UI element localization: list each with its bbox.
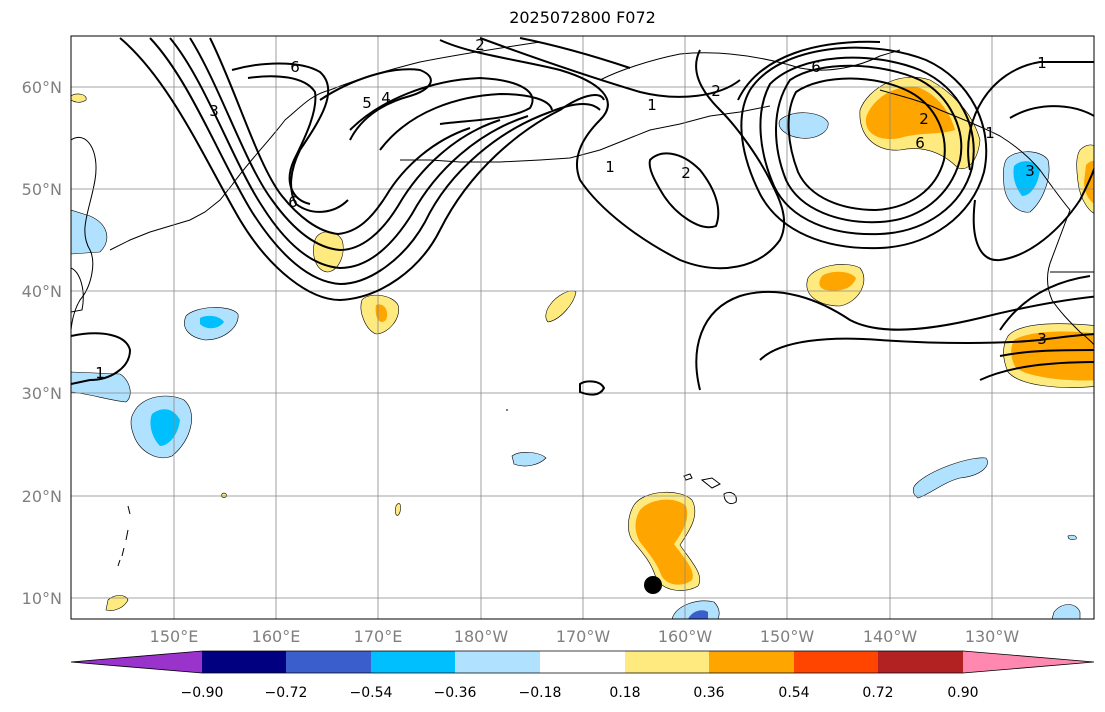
plot-border: [70, 35, 1095, 620]
lon-label: 130°W: [965, 627, 1020, 646]
lon-label: 170°W: [556, 627, 611, 646]
lon-label: 170°E: [354, 627, 403, 646]
contour-label: 5: [362, 94, 372, 112]
colorbar-segment: [455, 651, 540, 673]
lat-label: 20°N: [22, 487, 62, 506]
colorbar-outline: [70, 650, 1095, 674]
fill-ne-orange: [865, 86, 955, 140]
contour-labels: 6 2 3 5 4 6 1 2 1 6 1 2 1 3 2 3 6 1: [95, 36, 1047, 382]
colorbar-extend-high: [963, 651, 1094, 673]
colorbar-label: −0.54: [350, 685, 393, 701]
coast-aleutians: [400, 105, 771, 163]
fill-midpac-orange-1: [375, 304, 388, 323]
fill-south-blue-dark: [688, 610, 708, 619]
colorbar-label: −0.90: [181, 685, 224, 701]
contour-label: 6: [290, 58, 300, 76]
colorbar-segment: [878, 651, 963, 673]
gridlines: [71, 36, 1094, 619]
fill-hawaii-orange: [635, 499, 693, 585]
colorbar-segment: [540, 651, 625, 673]
coast-kamchatka: [71, 137, 97, 331]
coast-bc: [1047, 209, 1094, 346]
longitude-labels: 150°E 160°E 170°E 180°W 170°W 160°W 150°…: [150, 627, 1020, 646]
fill-west-blue-4: [71, 209, 108, 255]
fill-calif-orange: [1011, 331, 1094, 381]
fill-small-yellow-2: [221, 492, 227, 498]
lon-label: 160°W: [658, 627, 713, 646]
contour-label: 3: [1025, 162, 1035, 180]
coast-alaska: [599, 49, 901, 81]
colorbar-label: 0.18: [609, 685, 640, 701]
lat-label: 50°N: [22, 180, 62, 199]
coast-kamchatka-2: [231, 41, 541, 186]
coastlines: [71, 41, 1094, 567]
contour-label: 6: [811, 58, 821, 76]
contour-label: 3: [1037, 330, 1047, 348]
contour-label: 1: [95, 364, 105, 382]
contour-label: 2: [711, 82, 721, 100]
contour-label: 4: [381, 89, 391, 107]
fill-dateline-yellow: [545, 290, 577, 323]
latitude-labels: 60°N 50°N 40°N 30°N 20°N 10°N: [22, 78, 62, 608]
colorbar-label: 0.72: [862, 685, 893, 701]
lon-label: 150°E: [150, 627, 199, 646]
lon-label: 180°W: [454, 627, 509, 646]
colorbar: [70, 650, 1095, 674]
lon-label: 160°E: [252, 627, 301, 646]
contour-label: 2: [919, 110, 929, 128]
contour-label: 1: [605, 158, 615, 176]
anomaly-fills: [71, 76, 1094, 619]
colorbar-segment: [286, 651, 371, 673]
fill-north-blue: [778, 112, 829, 139]
coast-kuril: [109, 184, 233, 251]
colorbar-label: 0.36: [693, 685, 724, 701]
coast-japan: [71, 267, 84, 313]
colorbar-label: −0.18: [519, 685, 562, 701]
contour-label: 1: [647, 96, 657, 114]
colorbar-label: −0.36: [434, 685, 477, 701]
colorbar-segment: [625, 651, 709, 673]
colorbar-tick-labels: −0.90 −0.72 −0.54 −0.36 −0.18 0.18 0.36 …: [181, 685, 979, 701]
fill-east-blue: [912, 457, 988, 499]
colorbar-segment: [371, 651, 455, 673]
colorbar-segment: [202, 651, 286, 673]
fill-west-blue-3: [71, 371, 131, 403]
location-marker: [644, 576, 662, 594]
contour-label: 1: [1037, 54, 1047, 72]
lon-label: 150°W: [760, 627, 815, 646]
contour-label: 2: [475, 36, 485, 54]
colorbar-label: 0.90: [947, 685, 978, 701]
fill-se-blue: [1051, 604, 1081, 619]
colorbar-segment: [709, 651, 794, 673]
colorbar-label: 0.54: [778, 685, 809, 701]
contour-label: 6: [288, 193, 298, 211]
lat-label: 30°N: [22, 384, 62, 403]
contour-label: 2: [681, 164, 691, 182]
fill-far-yellow: [71, 93, 87, 103]
contour-label: 1: [985, 124, 995, 142]
lat-label: 40°N: [22, 282, 62, 301]
fill-small-yellow-1: [395, 503, 401, 516]
colorbar-label: −0.72: [265, 685, 308, 701]
fill-west-blue-2b: [150, 409, 180, 446]
fill-ne-orange-2: [819, 271, 856, 291]
fill-small-blue-1: [1067, 534, 1077, 540]
island-hawaii-3: [723, 491, 737, 505]
lon-label: 140°W: [863, 627, 918, 646]
contour-lines: [71, 37, 1094, 396]
contour-label: 6: [915, 134, 925, 152]
colorbar-extend-low: [71, 651, 202, 673]
fill-bc-blue-dark: [1013, 161, 1040, 196]
colorbar-segment: [794, 651, 878, 673]
lat-label: 60°N: [22, 78, 62, 97]
fill-mid-blue-1: [511, 452, 547, 467]
contour-label: 3: [209, 102, 219, 120]
island-mariana: [117, 505, 131, 567]
fill-west-blue-1b: [200, 315, 224, 329]
lat-label: 10°N: [22, 589, 62, 608]
fill-10n-yellow: [105, 595, 129, 611]
map-title: 2025072800 F072: [509, 8, 656, 27]
island-hawaii-2: [700, 477, 721, 489]
